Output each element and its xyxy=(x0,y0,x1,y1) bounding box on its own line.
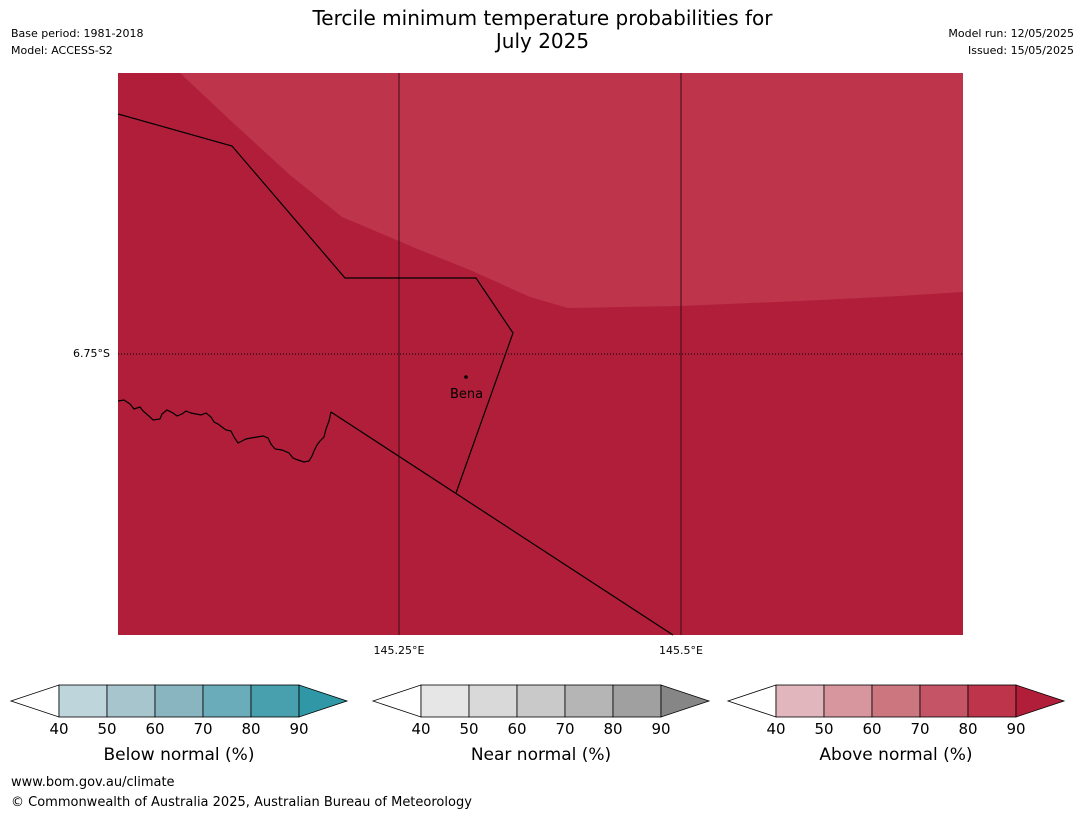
colorbar-tick-label: 80 xyxy=(958,720,978,738)
colorbar-segment xyxy=(516,684,566,718)
colorbar-extension-left xyxy=(9,684,60,718)
colorbar-tick-label: 70 xyxy=(193,720,213,738)
colorbar-tick-label: 90 xyxy=(289,720,309,738)
colorbar-extension-left xyxy=(371,684,422,718)
colorbar-segment xyxy=(823,684,873,718)
colorbar-segment xyxy=(564,684,614,718)
footer-url: www.bom.gov.au/climate xyxy=(11,775,175,790)
chart-title: Tercile minimum temperature probabilitie… xyxy=(0,7,1085,53)
colorbar-segment xyxy=(58,684,108,718)
colorbar-tick-label: 40 xyxy=(49,720,69,738)
province-boundary xyxy=(330,411,674,636)
colorbar-tick-label: 60 xyxy=(862,720,882,738)
colorbar-extension-left xyxy=(726,684,777,718)
colorbar-tick-label: 60 xyxy=(507,720,527,738)
model-run: Model run: 12/05/2025 xyxy=(948,27,1074,40)
colorbar-tick-label: 50 xyxy=(814,720,834,738)
colorbar-tick-label: 60 xyxy=(145,720,165,738)
meta-right: Model run: 12/05/2025 Issued: 15/05/2025 xyxy=(948,25,1074,59)
place-label: Bena xyxy=(450,387,484,402)
colorbar-tick-label: 90 xyxy=(1006,720,1026,738)
colorbar-label: Above normal (%) xyxy=(819,745,973,765)
title-line-2: July 2025 xyxy=(495,29,590,53)
colorbar-segment xyxy=(967,684,1017,718)
colorbar-tick-label: 70 xyxy=(555,720,575,738)
colorbar-extension-right xyxy=(660,684,711,718)
base-period: Base period: 1981-2018 xyxy=(11,27,144,40)
colorbar-extension-right xyxy=(298,684,349,718)
colorbar-segment xyxy=(420,684,470,718)
meta-left: Base period: 1981-2018 Model: ACCESS-S2 xyxy=(11,25,143,59)
title-line-1: Tercile minimum temperature probabilitie… xyxy=(312,6,773,30)
colorbar-label: Below normal (%) xyxy=(103,745,255,765)
colorbar-tick-label: 70 xyxy=(910,720,930,738)
colorbar-segment xyxy=(154,684,204,718)
probability-region-light xyxy=(180,73,963,308)
colorbar-segment xyxy=(250,684,300,718)
colorbar-segment xyxy=(775,684,825,718)
colorbar-segment xyxy=(612,684,662,718)
colorbar-tick-label: 50 xyxy=(97,720,117,738)
colorbar-segment xyxy=(919,684,969,718)
colorbar-tick-label: 50 xyxy=(459,720,479,738)
issued-date: Issued: 15/05/2025 xyxy=(967,44,1074,57)
colorbar-tick-label: 40 xyxy=(766,720,786,738)
colorbar-tick-label: 40 xyxy=(411,720,431,738)
colorbar-segment xyxy=(468,684,518,718)
colorbar-label: Near normal (%) xyxy=(470,745,612,765)
latitude-label: 6.75°S xyxy=(73,347,110,360)
longitude-label: 145.5°E xyxy=(659,644,703,657)
colorbar-segment xyxy=(106,684,156,718)
coastline xyxy=(117,399,332,463)
colorbar-extension-right xyxy=(1015,684,1066,718)
model-name: Model: ACCESS-S2 xyxy=(11,44,113,57)
province-boundary xyxy=(117,113,514,494)
place-marker xyxy=(464,375,468,379)
colorbar-tick-label: 90 xyxy=(651,720,671,738)
longitude-label: 145.25°E xyxy=(373,644,425,657)
footer-copyright: © Commonwealth of Australia 2025, Austra… xyxy=(11,795,472,810)
colorbar-tick-label: 80 xyxy=(603,720,623,738)
colorbar-tick-label: 80 xyxy=(241,720,261,738)
colorbar-segment xyxy=(871,684,921,718)
colorbar-segment xyxy=(202,684,252,718)
